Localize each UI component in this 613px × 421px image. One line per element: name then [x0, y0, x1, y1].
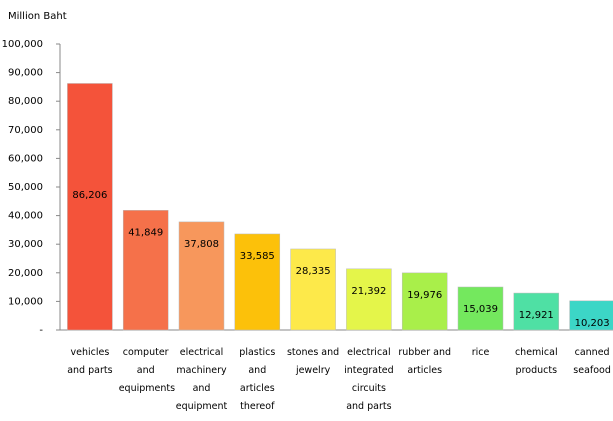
- value-label: 10,203: [575, 318, 610, 329]
- value-label: 86,206: [72, 190, 107, 201]
- y-tick-label: 90,000: [8, 68, 43, 79]
- value-label: 33,585: [240, 251, 275, 262]
- y-tick-label: 70,000: [8, 125, 43, 136]
- value-label: 15,039: [463, 304, 498, 315]
- bar: [401, 272, 448, 331]
- y-tick-label: -: [39, 325, 43, 336]
- y-tick-label: 80,000: [8, 96, 43, 107]
- y-tick-label: 60,000: [8, 153, 43, 164]
- y-tick-label: 20,000: [8, 268, 43, 279]
- x-tick-label: canned seafood: [573, 347, 611, 376]
- x-tick-label: computer and equipments: [118, 347, 176, 394]
- x-tick-label: plastics and articles thereof: [239, 347, 276, 412]
- value-label: 12,921: [519, 310, 554, 321]
- bar: [346, 268, 392, 331]
- x-tick-label: stones and jewelry: [286, 347, 340, 376]
- x-tick-label: rubber and articles: [398, 347, 451, 376]
- x-tick-label: rice: [471, 347, 490, 358]
- x-tick-label: vehicles and parts: [67, 347, 113, 376]
- bar: [513, 292, 560, 331]
- y-tick-label: 100,000: [2, 39, 43, 50]
- x-tick-label: chemical products: [514, 347, 558, 376]
- bar: [178, 221, 225, 331]
- bar: [234, 233, 281, 331]
- y-tick-label: 10,000: [8, 296, 43, 307]
- y-tick-label: 30,000: [8, 239, 43, 250]
- value-label: 41,849: [128, 227, 163, 238]
- value-label: 28,335: [296, 266, 331, 277]
- bar: [569, 300, 613, 331]
- bar: [122, 210, 169, 331]
- y-axis-label: Million Baht: [8, 11, 67, 22]
- y-tick-label: 50,000: [8, 182, 43, 193]
- bar: [457, 286, 504, 331]
- value-label: 19,976: [407, 290, 442, 301]
- value-label: 21,392: [351, 286, 386, 297]
- y-tick-label: 40,000: [8, 211, 43, 222]
- bar: [67, 83, 113, 331]
- x-tick-label: electrical machinery and equipment: [175, 347, 228, 412]
- x-tick-label: electrical integrated circuits and parts: [344, 347, 394, 412]
- value-label: 37,808: [184, 239, 219, 250]
- bar: [290, 248, 336, 331]
